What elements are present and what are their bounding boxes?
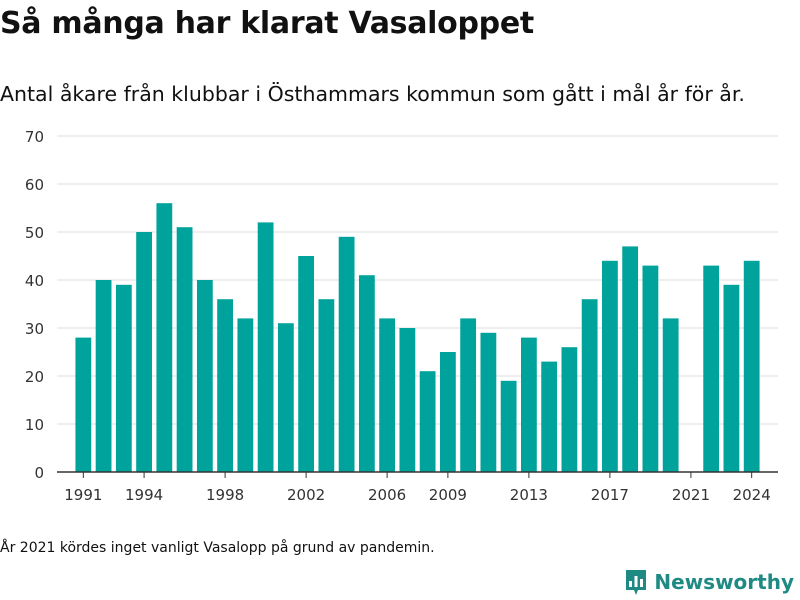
y-tick-label: 20 [25, 368, 44, 386]
bar-2010 [460, 318, 477, 472]
bar-2013 [520, 337, 537, 472]
x-tick-label: 1991 [64, 486, 102, 504]
bar-1992 [95, 280, 112, 472]
x-tick-label: 2013 [510, 486, 548, 504]
x-tick-label: 2009 [429, 486, 467, 504]
x-tick-label: 2006 [368, 486, 406, 504]
x-tick-labels: 1991 1994 1998 2002 2006 2009 2013 2017 2021 2024 [64, 472, 771, 504]
bar-2024 [743, 260, 760, 472]
bar-1999 [237, 318, 254, 472]
bar-1998 [217, 299, 233, 472]
bar-2005 [358, 275, 375, 472]
bar-2017 [602, 260, 618, 472]
bar-1991 [75, 337, 92, 472]
x-tick-label: 2021 [672, 486, 710, 504]
bar-2019 [642, 265, 659, 472]
bar-chart-logo-icon [626, 570, 647, 595]
bar-2012 [500, 380, 517, 472]
bar-1996 [176, 227, 193, 472]
page-subtitle: Antal åkare från klubbar i Östhammars ko… [0, 82, 745, 106]
bar-1995 [156, 203, 173, 472]
bar-2011 [480, 332, 497, 472]
y-tick-label: 50 [25, 224, 44, 242]
page-title: Så många har klarat Vasaloppet [0, 6, 534, 41]
bar-2007 [399, 328, 416, 472]
y-tick-label: 30 [25, 320, 44, 338]
bar-2009 [439, 352, 456, 472]
bar-2006 [379, 318, 396, 472]
bar-2004 [338, 236, 355, 472]
bar-2000 [257, 222, 274, 472]
x-tick-label: 2017 [591, 486, 629, 504]
y-tick-label: 40 [25, 272, 44, 290]
y-tick-labels: 0 10 20 30 40 50 60 70 [25, 128, 44, 482]
y-tick-label: 70 [25, 128, 44, 146]
bar-2022 [703, 265, 720, 472]
bar-2018 [622, 246, 639, 472]
bar-2014 [541, 361, 558, 472]
bar-2020 [662, 318, 679, 472]
x-tick-label: 2002 [287, 486, 325, 504]
bar-1997 [196, 280, 213, 472]
bar-1993 [115, 284, 132, 472]
footnote: År 2021 kördes inget vanligt Vasalopp på… [0, 540, 435, 556]
bar-chart: 0 10 20 30 40 50 60 70 1991 1994 1998 2002 2006 2009… [25, 128, 778, 504]
bar-layer [75, 203, 760, 472]
bar-2001 [277, 323, 294, 472]
y-tick-label: 0 [34, 464, 44, 482]
y-tick-label: 60 [25, 176, 44, 194]
x-tick-label: 1994 [125, 486, 163, 504]
brand-name: Newsworthy [654, 570, 794, 594]
x-tick-label: 2024 [733, 486, 771, 504]
bar-2015 [561, 347, 578, 472]
brand-logo: Newsworthy [624, 568, 794, 596]
x-tick-label: 1998 [206, 486, 244, 504]
bar-2002 [298, 256, 315, 472]
bar-2016 [581, 299, 598, 472]
bar-2023 [723, 284, 740, 472]
bar-1994 [136, 232, 152, 472]
y-tick-label: 10 [25, 416, 44, 434]
bar-2008 [419, 371, 436, 472]
bar-2003 [318, 299, 335, 472]
